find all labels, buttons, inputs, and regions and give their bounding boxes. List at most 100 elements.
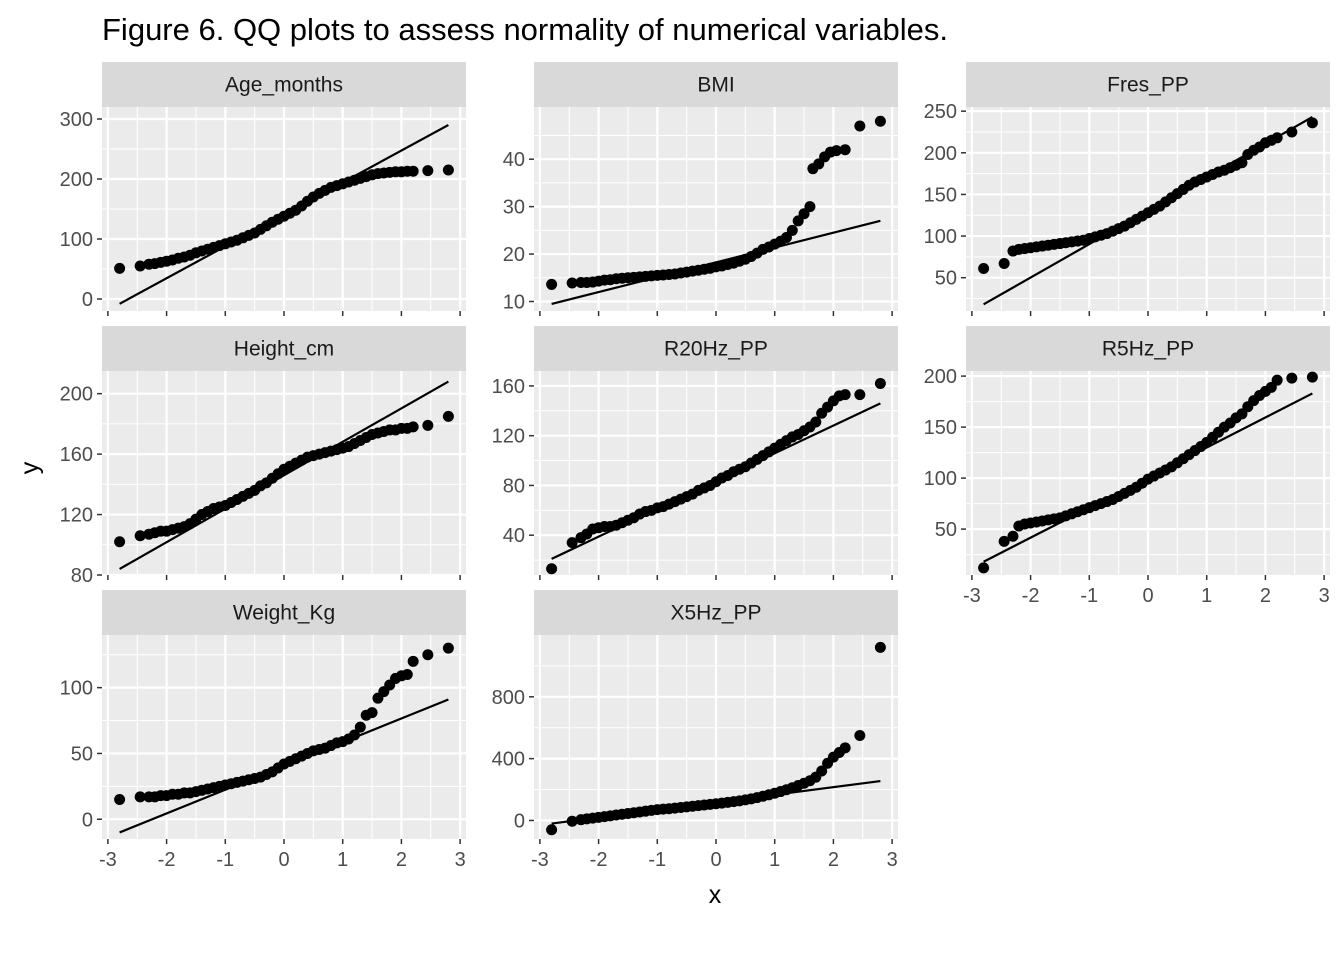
x-tick-label: 0 bbox=[1142, 585, 1153, 607]
y-tick-label: 120 bbox=[492, 426, 525, 448]
qq-point bbox=[854, 729, 866, 741]
x-tick-label: -1 bbox=[648, 849, 666, 871]
y-tick-label: 300 bbox=[60, 109, 93, 131]
qq-point bbox=[1286, 126, 1298, 138]
qq-point bbox=[1007, 530, 1019, 542]
qq-point bbox=[348, 729, 360, 741]
qq-point bbox=[407, 655, 419, 667]
x-tick-label: -2 bbox=[1022, 585, 1040, 607]
qq-point bbox=[1271, 132, 1283, 144]
y-tick-label: 80 bbox=[71, 565, 93, 587]
qq-point bbox=[566, 277, 578, 289]
y-tick-label: 40 bbox=[503, 525, 525, 547]
y-tick-label: 120 bbox=[60, 505, 93, 527]
y-tick-label: 50 bbox=[935, 519, 957, 541]
strip-label: Weight_Kg bbox=[233, 602, 335, 625]
strip-height-cm bbox=[102, 326, 466, 371]
y-tick-label: 0 bbox=[82, 289, 93, 311]
x-tick-label: -3 bbox=[99, 849, 117, 871]
x-tick-label: -1 bbox=[1080, 585, 1098, 607]
y-tick-label: 400 bbox=[492, 749, 525, 771]
qq-point bbox=[407, 165, 419, 177]
y-tick-label: 50 bbox=[935, 268, 957, 290]
qq-point bbox=[998, 258, 1010, 270]
qq-point bbox=[566, 537, 578, 549]
qq-point bbox=[134, 260, 146, 272]
panel-age-months: Age_months 0 100 200 300 bbox=[60, 62, 466, 316]
panel-bmi: BMI 10 20 30 40 bbox=[503, 62, 898, 316]
qq-point bbox=[134, 530, 146, 542]
y-tick-label: 160 bbox=[60, 444, 93, 466]
qq-point bbox=[407, 421, 419, 433]
panel-weight-kg: Weight_Kg 0 50 100 -3 -2 -1 0 1 2 3 bbox=[60, 590, 466, 871]
y-tick-label: 100 bbox=[924, 226, 957, 248]
panel-height-cm: Height_cm 80 120 160 200 bbox=[60, 326, 466, 587]
qq-point bbox=[422, 419, 434, 431]
y-tick-label: 250 bbox=[924, 101, 957, 123]
qq-point bbox=[998, 535, 1010, 547]
qq-point bbox=[1236, 157, 1248, 169]
x-tick-label: 2 bbox=[828, 849, 839, 871]
qq-point bbox=[839, 389, 851, 401]
x-tick-label: 0 bbox=[710, 849, 721, 871]
x-tick-label: 2 bbox=[396, 849, 407, 871]
qq-point bbox=[1271, 374, 1283, 386]
qq-point bbox=[566, 815, 578, 827]
panel-fres-pp: Fres_PP 50 100 150 200 250 bbox=[924, 62, 1330, 316]
x-tick-label: -3 bbox=[963, 585, 981, 607]
y-tick-label: 100 bbox=[60, 678, 93, 700]
qq-point bbox=[810, 416, 822, 428]
y-tick-label: 0 bbox=[514, 810, 525, 832]
figure-title: Figure 6. QQ plots to assess normality o… bbox=[102, 12, 948, 47]
y-tick-label: 20 bbox=[503, 244, 525, 266]
y-tick-label: 100 bbox=[924, 468, 957, 490]
qq-point bbox=[354, 721, 366, 733]
x-tick-label: 1 bbox=[337, 849, 348, 871]
strip-label: X5Hz_PP bbox=[670, 602, 761, 625]
strip-label: Height_cm bbox=[234, 338, 334, 361]
strip-fres-pp bbox=[966, 62, 1330, 107]
y-tick-label: 200 bbox=[60, 169, 93, 191]
x-tick-label: 1 bbox=[769, 849, 780, 871]
qq-point bbox=[422, 649, 434, 661]
y-tick-label: 800 bbox=[492, 687, 525, 709]
y-tick-label: 160 bbox=[492, 376, 525, 398]
qq-point bbox=[114, 262, 126, 274]
qq-point bbox=[546, 278, 558, 290]
y-tick-label: 40 bbox=[503, 149, 525, 171]
y-tick-label: 100 bbox=[60, 229, 93, 251]
qq-point bbox=[804, 201, 816, 213]
strip-label: Age_months bbox=[225, 74, 343, 97]
x-tick-label: 0 bbox=[278, 849, 289, 871]
qq-point bbox=[401, 668, 413, 680]
qq-point bbox=[1286, 372, 1298, 384]
qq-point bbox=[874, 377, 886, 389]
panel-r20hz-pp: R20Hz_PP 40 80 120 160 bbox=[492, 326, 898, 580]
qq-point bbox=[854, 120, 866, 132]
panel-r5hz-pp: R5Hz_PP 50 100 150 200 -3 -2 -1 0 1 2 3 bbox=[924, 326, 1330, 607]
y-axis-title: y bbox=[16, 461, 44, 474]
y-tick-label: 200 bbox=[924, 366, 957, 388]
y-tick-label: 10 bbox=[503, 292, 525, 314]
strip-weight-kg bbox=[102, 590, 466, 635]
qq-point bbox=[874, 115, 886, 127]
y-tick-label: 80 bbox=[503, 475, 525, 497]
strip-x5hz-pp bbox=[534, 590, 898, 635]
strip-age-months bbox=[102, 62, 466, 107]
y-tick-label: 30 bbox=[503, 197, 525, 219]
qq-point bbox=[978, 263, 990, 275]
x-tick-label: -3 bbox=[531, 849, 549, 871]
qq-point bbox=[854, 389, 866, 401]
strip-r20hz-pp bbox=[534, 326, 898, 371]
x-tick-label: 3 bbox=[887, 849, 898, 871]
x-tick-label: 1 bbox=[1201, 585, 1212, 607]
qq-point bbox=[1306, 117, 1318, 129]
qq-point bbox=[786, 224, 798, 236]
strip-label: R5Hz_PP bbox=[1102, 338, 1194, 361]
x-tick-label: -2 bbox=[158, 849, 176, 871]
qq-point bbox=[114, 794, 126, 806]
x-tick-label: 3 bbox=[455, 849, 466, 871]
qq-point bbox=[978, 562, 990, 574]
qq-point bbox=[442, 410, 454, 422]
